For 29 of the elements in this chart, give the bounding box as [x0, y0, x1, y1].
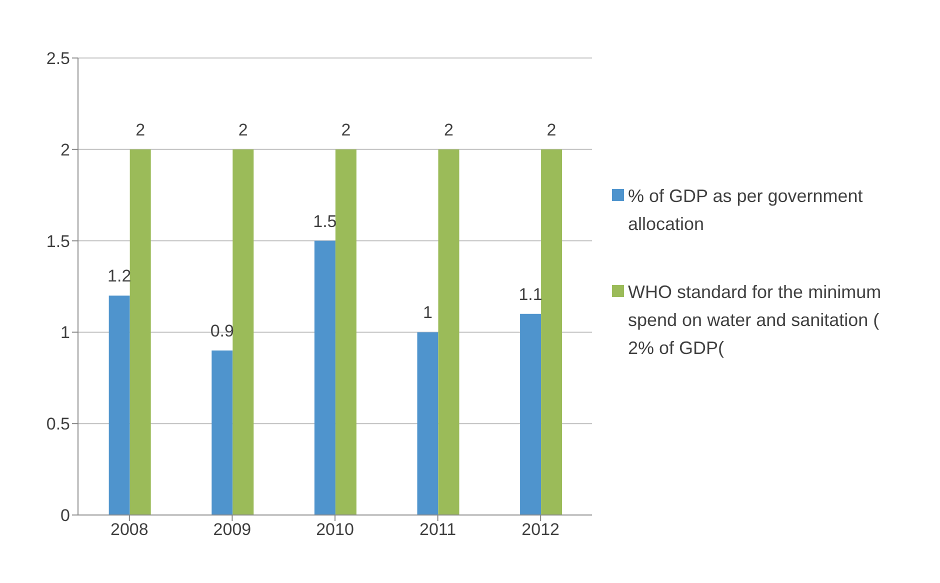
bar	[232, 149, 254, 515]
bar	[417, 332, 438, 515]
bar	[130, 149, 151, 515]
bar	[108, 296, 130, 515]
x-tick-label: 2012	[522, 520, 560, 540]
y-tick-label: 0	[60, 506, 70, 526]
legend-label: % of GDP as per government allocation	[628, 184, 864, 236]
y-tick-label: 0.5	[46, 414, 70, 434]
x-tick-label: 2011	[420, 520, 456, 540]
y-tick-label: 1.5	[46, 232, 70, 251]
bar	[335, 149, 356, 515]
x-tick-label: 2009	[213, 520, 252, 540]
legend-label: WHO standard for the minimum spend on water and sanitation ( 2% of GDP(	[628, 280, 882, 360]
bar	[541, 149, 562, 515]
y-tick-label: 2	[60, 140, 70, 160]
x-tick-label: 2008	[110, 520, 148, 540]
bar	[212, 350, 233, 515]
data-label: 2	[546, 120, 556, 140]
data-label: 2	[238, 120, 248, 140]
y-tick-label: 2.5	[46, 49, 70, 68]
data-label: 1	[423, 303, 432, 322]
bar	[520, 314, 542, 515]
bar	[438, 149, 460, 515]
y-tick-label: 1	[60, 323, 70, 342]
x-tick-label: 2010	[316, 520, 354, 540]
data-label: 2	[341, 120, 351, 140]
data-label: 2	[444, 120, 454, 140]
data-label: 2	[136, 120, 146, 140]
bar	[314, 240, 336, 515]
